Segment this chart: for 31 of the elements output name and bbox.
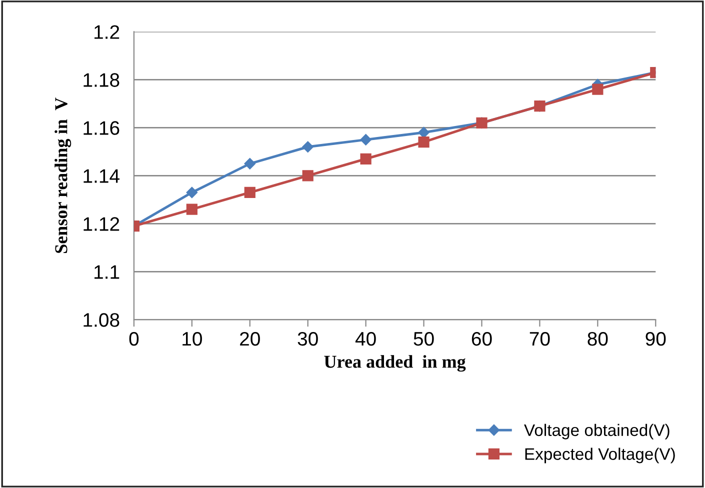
point: [360, 134, 372, 146]
x-tick-label: 30: [298, 332, 318, 346]
point: [592, 84, 604, 95]
y-tick-label: 1.08: [84, 313, 120, 327]
point: [186, 204, 198, 215]
y-tick-label: 1.18: [84, 73, 120, 87]
x-tick-label: 80: [588, 332, 608, 346]
y-tick-label: 1.16: [84, 121, 120, 135]
x-axis-title: Urea added in mg: [324, 355, 466, 372]
x-tick-label: 20: [240, 332, 260, 346]
x-tick-label: 50: [414, 332, 434, 346]
legend-label: Voltage obtained(V): [524, 424, 670, 440]
x-tick-label: 0: [129, 332, 139, 346]
y-tick-label: 1.2: [94, 25, 120, 39]
y-tick-label: 1.12: [84, 217, 120, 231]
legend-label: Expected Voltage(V): [525, 448, 675, 464]
x-tick-label: 40: [355, 332, 376, 346]
y-tick-label: 1.14: [84, 169, 120, 183]
x-tick-label: 10: [182, 332, 202, 346]
x-tick-label: 70: [530, 332, 550, 346]
point: [244, 186, 256, 198]
point: [302, 141, 314, 152]
point: [244, 158, 256, 170]
point: [186, 186, 198, 198]
x-tick-label: 90: [646, 332, 666, 346]
point: [302, 170, 314, 182]
x-tick-label: 60: [472, 332, 492, 346]
point: [418, 136, 430, 148]
y-tick-label: 1.1: [94, 265, 120, 279]
y-axis-title: Sensor reading in V: [54, 98, 72, 253]
point: [360, 153, 372, 164]
